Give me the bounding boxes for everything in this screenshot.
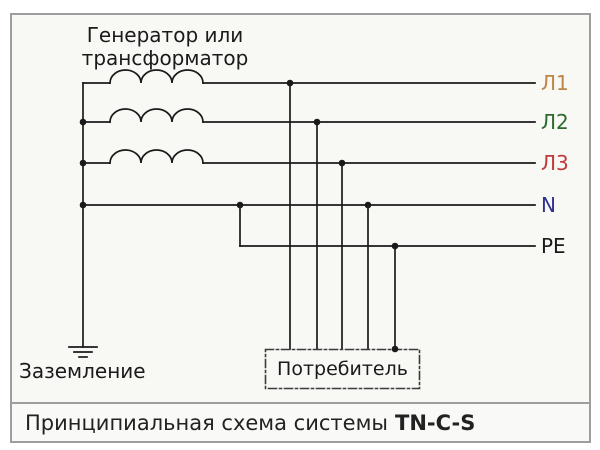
wire-label-l3: Л3 [541,151,569,175]
caption-text: Принципиальная схема системы [25,410,388,435]
earth-ground-icon [68,346,98,358]
wire-label-l2: Л2 [541,110,569,134]
winding-coil-icon [109,108,204,123]
junction-dots [79,79,399,353]
wire-l3 [82,149,536,164]
wire-l1 [82,69,536,84]
wire-label-l1: Л1 [541,71,569,95]
consumer-label: Потребитель [277,358,408,380]
consumer-box-outline [264,348,421,390]
winding-coil-icon [109,149,204,164]
wire-label-n: N [541,193,556,217]
circuit-graphics [68,69,536,390]
caption-system-name: TN-C-S [395,410,476,435]
generator-label: Генератор или трансформатор [81,23,249,70]
wire-l2 [82,108,536,123]
winding-coil-icon [109,69,204,84]
schematic-area: Генератор или трансформатор Л1 Л2 Л3 N P… [12,15,589,402]
ground-label: Заземление [19,359,146,383]
caption-bar: Принципиальная схема системы TN-C-S [12,402,589,441]
wire-label-pe: PE [541,234,566,258]
diagram-panel: Генератор или трансформатор Л1 Л2 Л3 N P… [10,13,591,443]
